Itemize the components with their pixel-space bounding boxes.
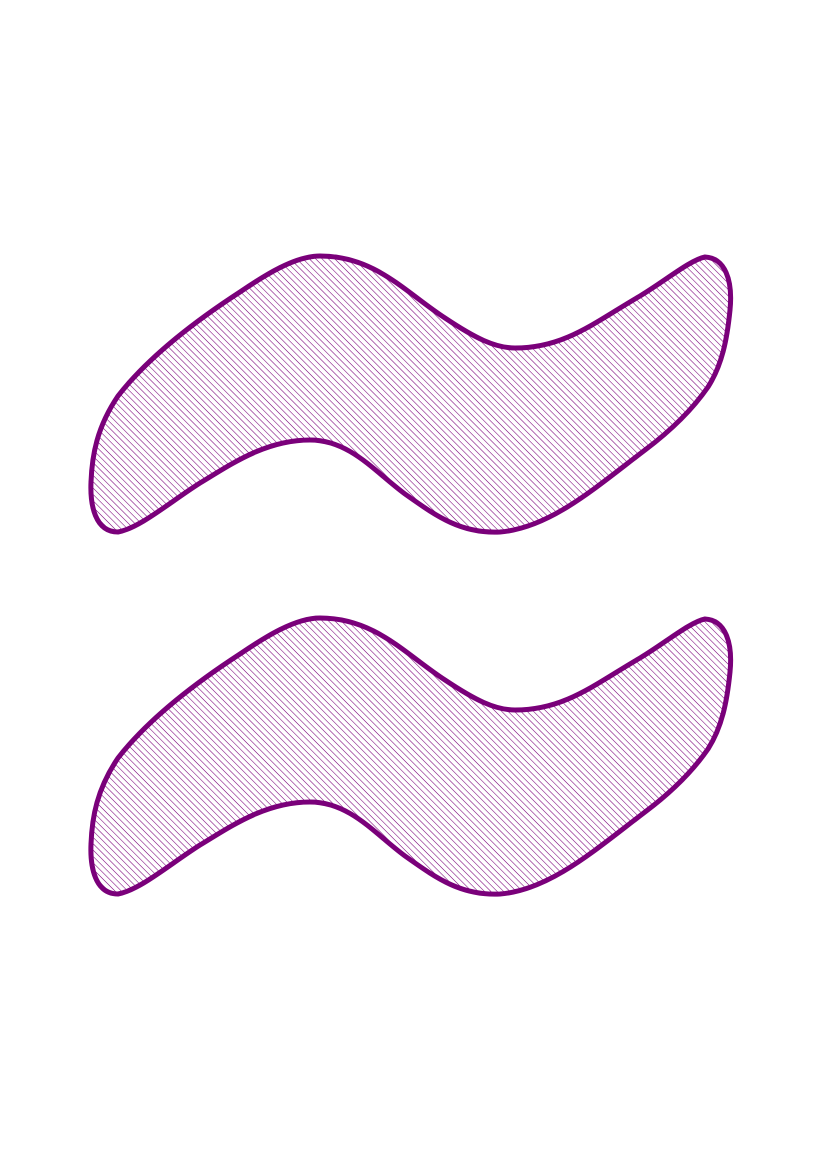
wave-shape-bottom <box>91 618 731 894</box>
wave-shape-top <box>91 256 731 532</box>
